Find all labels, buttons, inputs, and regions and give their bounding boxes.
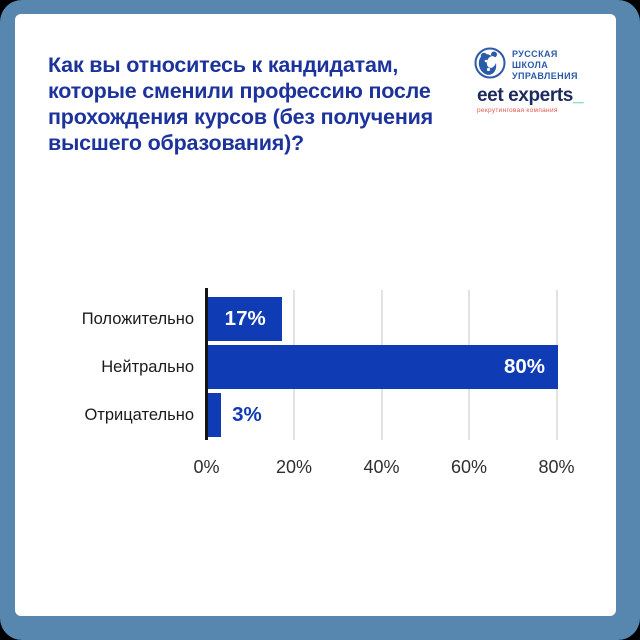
category-labels: Положительно Нейтрально Отрицательно xyxy=(15,288,205,440)
bars-area: 17% 80% 3% xyxy=(205,288,631,440)
rsu-bear-emblem-icon xyxy=(474,47,506,84)
rsu-logo-text: РУССКАЯ ШКОЛА УПРАВЛЕНИЯ xyxy=(512,49,578,81)
x-tick-label: 20% xyxy=(275,457,313,477)
survey-question-line: прохождения курсов (без получения xyxy=(48,105,433,129)
y-axis-line xyxy=(205,288,208,440)
category-label: Положительно xyxy=(81,310,194,328)
x-axis-ticks: 0% 20% 40% 60% 80% xyxy=(193,455,631,481)
bar-value-label: 80% xyxy=(503,355,545,378)
x-tick-label: 40% xyxy=(363,457,400,477)
category-label: Нейтрально xyxy=(101,358,194,376)
card-panel: Как вы относитесь к кандидатам, которые … xyxy=(15,14,616,616)
bar: 17% xyxy=(208,297,283,341)
bar xyxy=(208,393,222,437)
get-experts-tagline: рекрутинговая компания xyxy=(477,107,558,114)
survey-question-line: Как вы относитесь к кандидатам, xyxy=(48,53,399,77)
get-experts-logo: eet experts_ рекрутинговая компания xyxy=(477,85,584,115)
get-experts-wordmark: eet experts_ xyxy=(477,85,584,106)
survey-question: Как вы относитесь к кандидатам, которые … xyxy=(48,52,478,156)
x-tick-label: 60% xyxy=(450,457,488,477)
survey-question-line: которые сменили профессию после xyxy=(48,79,431,103)
bar-value-label: 3% xyxy=(232,403,262,426)
get-experts-underscore: _ xyxy=(572,85,584,106)
bar: 80% xyxy=(208,345,558,389)
x-tick-label: 80% xyxy=(538,457,575,477)
bar-value-label: 17% xyxy=(224,307,266,330)
survey-question-line: высшего образования)? xyxy=(48,131,304,155)
category-label: Отрицательно xyxy=(84,406,194,424)
x-tick-label: 0% xyxy=(193,457,220,477)
rsu-logo: РУССКАЯ ШКОЛА УПРАВЛЕНИЯ xyxy=(474,47,578,84)
